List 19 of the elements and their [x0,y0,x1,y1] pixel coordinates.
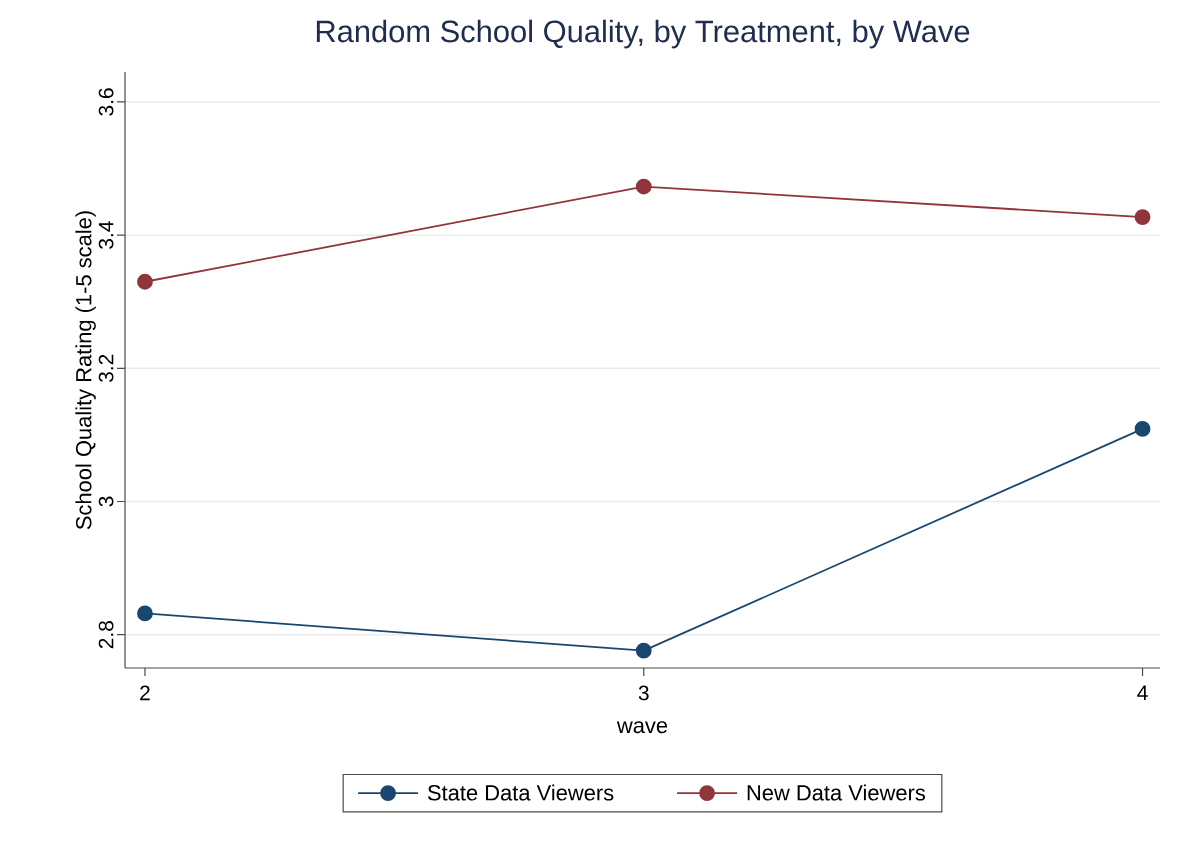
point [1134,421,1151,437]
point [137,605,153,622]
point [137,273,153,290]
y-tick-label: 3.4 [98,221,114,249]
legend-label: State Data Viewers [427,784,614,801]
y-tick-label: 3.6 [98,88,114,116]
x-tick-label: 4 [1137,685,1148,700]
y-tick-label: 3.2 [98,354,114,383]
x-tick-label: 2 [140,685,150,701]
chart-title: Random School Quality, by Treatment, by Wave [316,19,970,49]
x-tick-label: 3 [638,685,649,701]
y-axis-title: School Quality Rating (1-5 scale) [75,211,96,530]
point [1134,209,1151,226]
point [635,178,652,195]
x-axis-title: wave [616,721,668,734]
y-tick-label: 2.8 [98,621,114,649]
legend-label: New Data Viewers [747,784,926,801]
y-tick-label: 3 [98,496,114,507]
point [635,642,652,659]
